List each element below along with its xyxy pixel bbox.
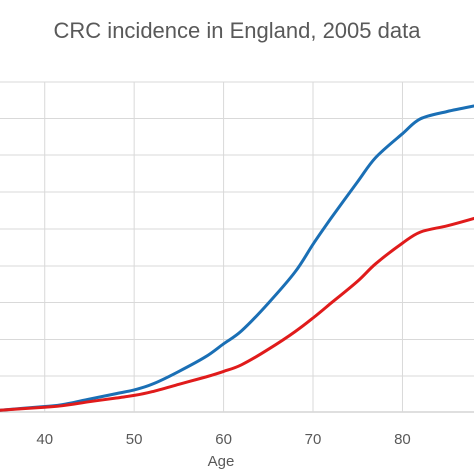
series-lines	[0, 104, 474, 412]
x-tick-label: 80	[394, 431, 411, 448]
x-tick-label: 40	[36, 431, 53, 448]
x-tick-label: 50	[126, 431, 143, 448]
x-axis-title: Age	[208, 453, 235, 470]
x-tick-label: 70	[305, 431, 322, 448]
x-tick-label: 60	[215, 431, 232, 448]
chart-title: CRC incidence in England, 2005 data	[53, 18, 421, 43]
x-tick-labels: 40 50 60 70 80	[36, 431, 410, 448]
series-line-2	[0, 216, 474, 412]
series-line-1	[0, 104, 474, 412]
gridlines	[0, 81, 474, 413]
